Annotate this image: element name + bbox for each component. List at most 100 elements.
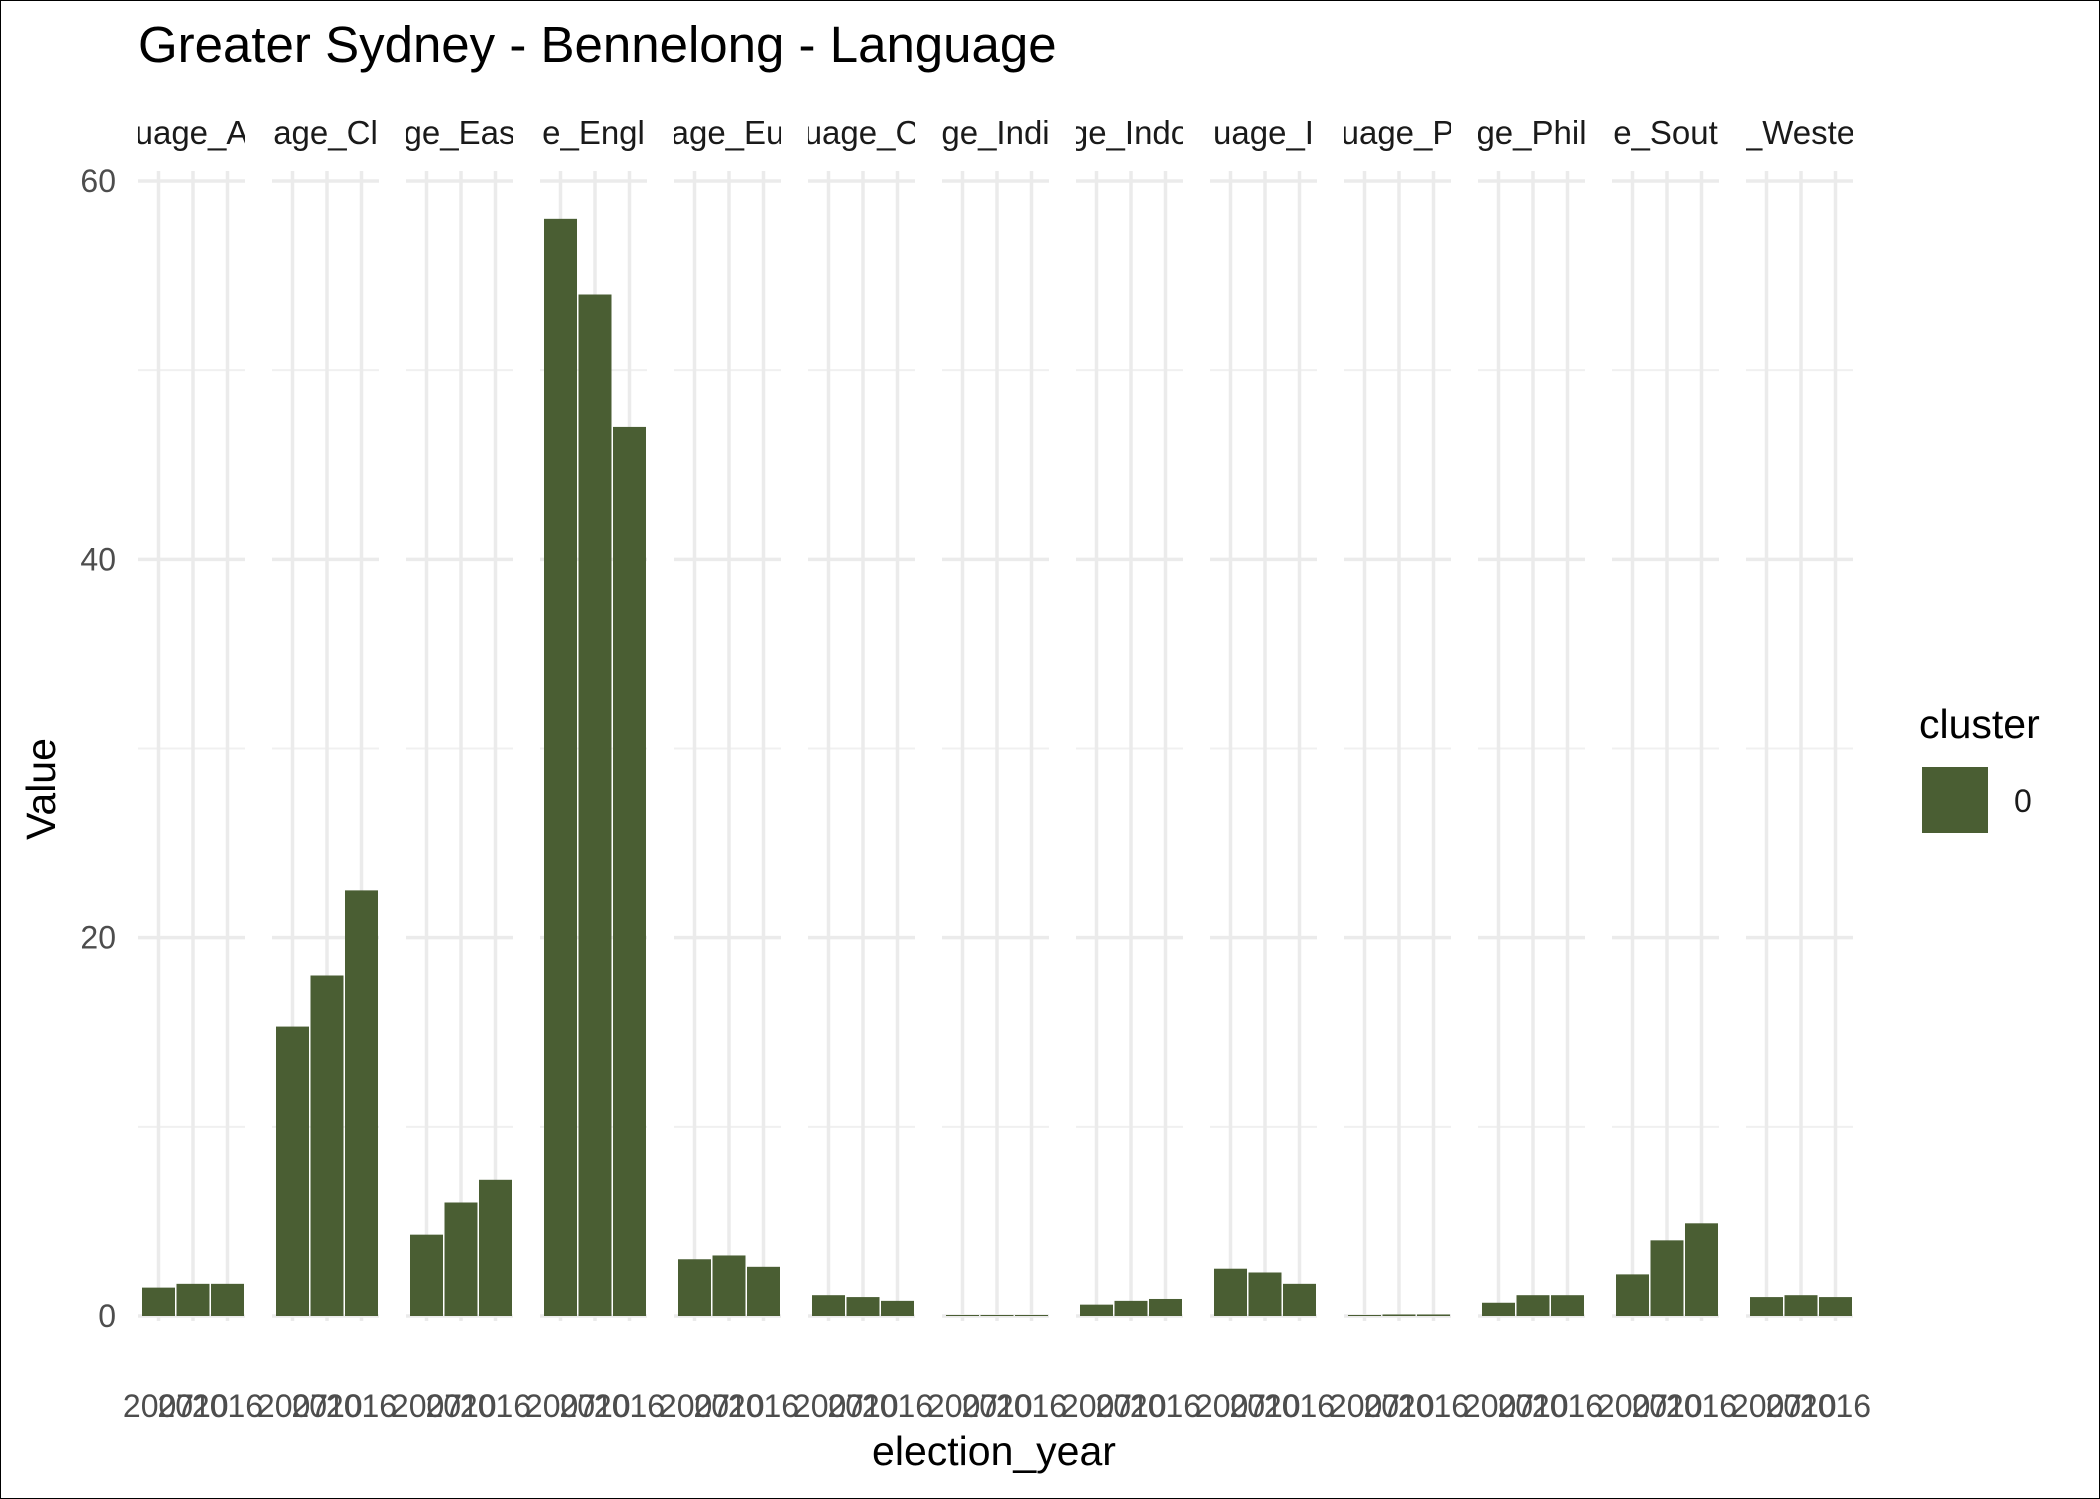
y-tick-label: 20 [80,920,116,956]
facet-strip-label: uage_C [804,114,920,151]
grid-lines [138,171,1853,1321]
x-tick-label: 2010 [1765,1388,1836,1424]
x-tick-label: 2010 [291,1388,362,1424]
bar-uage_I-2007 [1214,1268,1247,1316]
facet-strip-label: ge_Indo [1070,114,1189,151]
x-tick-label: 2010 [1095,1388,1166,1424]
bar-uage_C-2016 [881,1300,914,1316]
bar-ge_Indi-2007 [946,1315,979,1316]
bar-ge_Indi-2010 [980,1315,1014,1316]
facet-strip-label: uage_A [135,114,249,151]
facet-strip-label: ge_Eas [404,114,516,151]
facet-strip-label: age_Eu [671,114,785,151]
bar-e_Sout-2016 [1685,1223,1718,1316]
bar-age_Eu-2007 [678,1259,711,1316]
x-tick-label: 2016 [1666,1388,1737,1424]
bar-_Weste-2007 [1750,1297,1783,1316]
bar-age_Eu-2016 [747,1266,780,1316]
legend-title: cluster [1919,701,2040,747]
bar-age_Eu-2010 [712,1255,746,1316]
bar-uage_P-2010 [1382,1314,1416,1316]
x-axis-title: election_year [872,1428,1116,1474]
x-tick-label: 2016 [1398,1388,1469,1424]
x-tick-label: 2016 [728,1388,799,1424]
x-tick-label: 2007 [1597,1388,1668,1424]
bar-uage_C-2010 [846,1297,880,1316]
bars [142,218,1852,1317]
facet-strip-label: _Weste [1743,114,1855,151]
x-tick-label: 2010 [693,1388,764,1424]
x-tick-label: 2016 [862,1388,933,1424]
bar-_Weste-2016 [1819,1297,1852,1316]
bar-ge_Phil-2010 [1516,1295,1550,1316]
facet-strip-label: ge_Indi [941,114,1049,151]
bar-age_Cl-2010 [310,975,344,1316]
y-axis-title: Value [18,738,64,840]
x-tick-label: 2007 [1195,1388,1266,1424]
bar-ge_Eas-2007 [410,1234,443,1316]
x-tick-label: 2016 [460,1388,531,1424]
x-tick-label: 2007 [391,1388,462,1424]
bar-ge_Phil-2007 [1482,1302,1515,1316]
bar-ge_Indo-2007 [1080,1304,1113,1316]
x-tick-label: 2010 [827,1388,898,1424]
bar-age_Cl-2007 [276,1026,309,1316]
bar-ge_Indo-2016 [1149,1298,1182,1316]
bar-e_Engl-2016 [613,426,646,1317]
x-tick-label: 2010 [1363,1388,1434,1424]
x-tick-label: 2007 [525,1388,596,1424]
bar-ge_Phil-2016 [1551,1295,1584,1316]
x-tick-label: 2016 [594,1388,665,1424]
bar-_Weste-2010 [1784,1295,1818,1316]
bar-uage_P-2016 [1417,1314,1450,1316]
x-tick-label: 2007 [1731,1388,1802,1424]
bar-ge_Eas-2010 [444,1202,478,1316]
facet-strip-label: e_Sout [1613,114,1718,151]
x-tick-label: 2007 [123,1388,194,1424]
bar-uage_I-2016 [1283,1283,1316,1316]
bar-age_Cl-2016 [345,890,378,1316]
x-tick-label: 2016 [326,1388,397,1424]
bar-e_Engl-2010 [578,294,612,1316]
x-tick-label: 2016 [1264,1388,1335,1424]
bar-ge_Indo-2010 [1114,1300,1148,1316]
x-tick-label: 2007 [793,1388,864,1424]
x-tick-label: 2010 [425,1388,496,1424]
x-tick-label: 2010 [559,1388,630,1424]
chart-title: Greater Sydney - Bennelong - Language [138,16,1057,73]
x-tick-label: 2010 [961,1388,1032,1424]
facet-strip-label: age_Cl [273,114,378,151]
x-tick-label: 2016 [1130,1388,1201,1424]
x-tick-label: 2007 [1061,1388,1132,1424]
x-tick-label: 2010 [1497,1388,1568,1424]
bar-uage_A-2016 [211,1283,244,1316]
bar-ge_Indi-2016 [1015,1315,1048,1316]
bar-uage_I-2010 [1248,1272,1282,1316]
x-tick-label: 2010 [1229,1388,1300,1424]
y-axis-ticks: 0 20 40 60 [80,163,116,1334]
x-tick-label: 2007 [659,1388,730,1424]
x-tick-label: 2007 [257,1388,328,1424]
bar-uage_P-2007 [1348,1315,1381,1316]
bar-e_Sout-2010 [1650,1240,1684,1316]
x-tick-label: 2016 [1800,1388,1871,1424]
bar-uage_C-2007 [812,1295,845,1316]
y-tick-label: 0 [98,1298,116,1334]
facet-strip-label: ge_Phil [1476,114,1586,151]
x-tick-label: 2016 [1532,1388,1603,1424]
y-tick-label: 40 [80,541,116,577]
x-tick-label: 2010 [1631,1388,1702,1424]
x-tick-label: 2016 [192,1388,263,1424]
facet-strip-label: e_Engl [542,114,645,151]
bar-uage_A-2007 [142,1287,175,1316]
y-tick-label: 60 [80,163,116,199]
x-tick-label: 2007 [1329,1388,1400,1424]
bar-e_Sout-2007 [1616,1274,1649,1316]
legend-label-0: 0 [2014,783,2032,819]
legend: cluster 0 [1919,701,2040,833]
bar-uage_A-2010 [176,1283,210,1316]
bar-e_Engl-2007 [544,218,577,1316]
x-tick-label: 2016 [996,1388,1067,1424]
